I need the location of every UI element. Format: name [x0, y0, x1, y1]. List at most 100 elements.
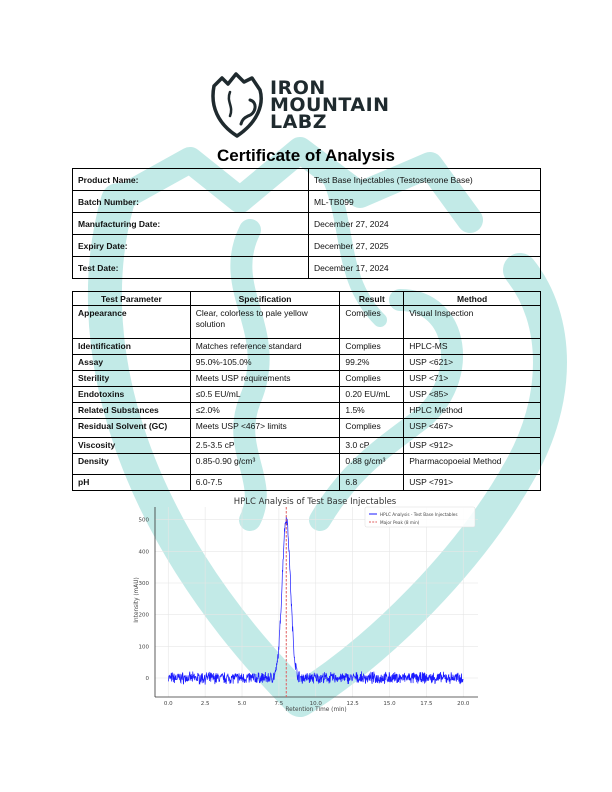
- test-specification: Meets USP requirements: [189, 370, 341, 387]
- mountain-heart-icon: [211, 72, 263, 138]
- logo-wordmark: IRON MOUNTAIN LABZ: [270, 77, 390, 133]
- table-row: Density 0.85-0.90 g/cm³ 0.88 g/cm³ Pharm…: [72, 453, 541, 475]
- test-parameter: Density: [72, 453, 191, 475]
- svg-text:5.0: 5.0: [238, 701, 247, 707]
- x-axis-label: Retention Time (min): [285, 707, 346, 713]
- test-method: USP <85>: [403, 386, 541, 403]
- info-row-expiry-date: Expiry Date: December 27, 2025: [72, 234, 541, 257]
- test-specification: 2.5-3.5 cP: [189, 437, 341, 454]
- test-results-table: Test Parameter Specification Result Meth…: [72, 291, 541, 491]
- svg-text:400: 400: [139, 549, 150, 555]
- info-row-test-date: Test Date: December 17, 2024: [72, 256, 541, 279]
- table-row: Related Substances ≤2.0% 1.5% HPLC Metho…: [72, 402, 541, 419]
- column-header-method: Method: [403, 291, 541, 306]
- column-header-specification: Specification: [189, 291, 341, 306]
- test-parameter: Residual Solvent (GC): [72, 418, 191, 438]
- test-result: 0.20 EU/mL: [339, 386, 405, 403]
- info-label: Manufacturing Date:: [72, 212, 309, 235]
- svg-text:20.0: 20.0: [457, 701, 470, 707]
- column-header-parameter: Test Parameter: [72, 291, 191, 306]
- test-parameter: Assay: [72, 354, 191, 371]
- test-parameter: Appearance: [72, 305, 191, 339]
- chart-legend: HPLC Analysis - Test Base Injectables Ma…: [364, 506, 476, 528]
- svg-text:12.5: 12.5: [347, 701, 360, 707]
- test-parameter: pH: [72, 474, 191, 491]
- test-method: Pharmacopoeial Method: [403, 453, 541, 475]
- info-value: December 17, 2024: [308, 256, 541, 279]
- svg-text:17.5: 17.5: [420, 701, 433, 707]
- svg-text:100: 100: [139, 644, 150, 650]
- test-specification: Matches reference standard: [189, 338, 341, 355]
- test-method: HPLC-MS: [403, 338, 541, 355]
- test-specification: 95.0%-105.0%: [189, 354, 341, 371]
- test-result: Complies: [339, 418, 405, 438]
- test-parameter: Endotoxins: [72, 386, 191, 403]
- table-row: Sterility Meets USP requirements Complie…: [72, 370, 541, 387]
- svg-text:15.0: 15.0: [383, 701, 396, 707]
- test-result: 6.8: [339, 474, 405, 491]
- info-value: December 27, 2025: [308, 234, 541, 257]
- test-method: USP <791>: [403, 474, 541, 491]
- table-header-row: Test Parameter Specification Result Meth…: [72, 291, 541, 306]
- logo-line-3: LABZ: [270, 111, 328, 133]
- table-row: Appearance Clear, colorless to pale yell…: [72, 305, 541, 339]
- test-method: USP <467>: [403, 418, 541, 438]
- y-axis-label: Intensity (mAU): [134, 577, 140, 622]
- test-result: Complies: [339, 370, 405, 387]
- test-specification: 6.0-7.5: [189, 474, 341, 491]
- table-row: Residual Solvent (GC) Meets USP <467> li…: [72, 418, 541, 438]
- svg-text:200: 200: [139, 613, 150, 619]
- info-row-batch-number: Batch Number: ML-TB099: [72, 190, 541, 213]
- info-row-manufacturing-date: Manufacturing Date: December 27, 2024: [72, 212, 541, 235]
- test-method: Visual Inspection: [403, 305, 541, 339]
- test-specification: 0.85-0.90 g/cm³: [189, 453, 341, 475]
- chart-title: HPLC Analysis of Test Base Injectables: [234, 497, 397, 507]
- info-label: Test Date:: [72, 256, 309, 279]
- svg-text:300: 300: [139, 581, 150, 587]
- test-result: 99.2%: [339, 354, 405, 371]
- info-value: December 27, 2024: [308, 212, 541, 235]
- test-method: USP <621>: [403, 354, 541, 371]
- company-logo: IRON MOUNTAIN LABZ: [208, 70, 408, 140]
- test-specification: Meets USP <467> limits: [189, 418, 341, 438]
- legend-trace-label: HPLC Analysis - Test Base Injectables: [380, 512, 458, 517]
- test-result: 0.88 g/cm³: [339, 453, 405, 475]
- chart-grid: [155, 507, 478, 697]
- table-row: Endotoxins ≤0.5 EU/mL 0.20 EU/mL USP <85…: [72, 386, 541, 403]
- info-label: Expiry Date:: [72, 234, 309, 257]
- logo-line-2: MOUNTAIN: [270, 94, 390, 116]
- table-row: Assay 95.0%-105.0% 99.2% USP <621>: [72, 354, 541, 371]
- info-value: Test Base Injectables (Testosterone Base…: [308, 168, 541, 191]
- test-result: 1.5%: [339, 402, 405, 419]
- svg-text:500: 500: [139, 518, 150, 524]
- hplc-chart: HPLC Analysis of Test Base Injectables 0…: [134, 497, 478, 713]
- svg-text:2.5: 2.5: [201, 701, 210, 707]
- info-row-product-name: Product Name: Test Base Injectables (Tes…: [72, 168, 541, 191]
- legend-peak-label: Major Peak (8 min): [380, 520, 420, 525]
- test-method: USP <71>: [403, 370, 541, 387]
- info-label: Batch Number:: [72, 190, 309, 213]
- table-row: pH 6.0-7.5 6.8 USP <791>: [72, 474, 541, 491]
- test-method: USP <912>: [403, 437, 541, 454]
- svg-text:7.5: 7.5: [275, 701, 284, 707]
- svg-text:0: 0: [146, 676, 150, 682]
- column-header-result: Result: [339, 291, 405, 306]
- info-value: ML-TB099: [308, 190, 541, 213]
- test-parameter: Sterility: [72, 370, 191, 387]
- test-parameter: Related Substances: [72, 402, 191, 419]
- table-row: Identification Matches reference standar…: [72, 338, 541, 355]
- svg-text:0.0: 0.0: [164, 701, 173, 707]
- page-title: Certificate of Analysis: [217, 146, 395, 165]
- test-specification: ≤2.0%: [189, 402, 341, 419]
- product-info-table: Product Name: Test Base Injectables (Tes…: [72, 168, 541, 279]
- test-specification: ≤0.5 EU/mL: [189, 386, 341, 403]
- test-parameter: Viscosity: [72, 437, 191, 454]
- test-parameter: Identification: [72, 338, 191, 355]
- test-result: Complies: [339, 305, 405, 339]
- logo-line-1: IRON: [270, 77, 326, 99]
- test-result: Complies: [339, 338, 405, 355]
- test-specification: Clear, colorless to pale yellow solution: [189, 305, 341, 339]
- table-row: Viscosity 2.5-3.5 cP 3.0 cP USP <912>: [72, 437, 541, 454]
- test-method: HPLC Method: [403, 402, 541, 419]
